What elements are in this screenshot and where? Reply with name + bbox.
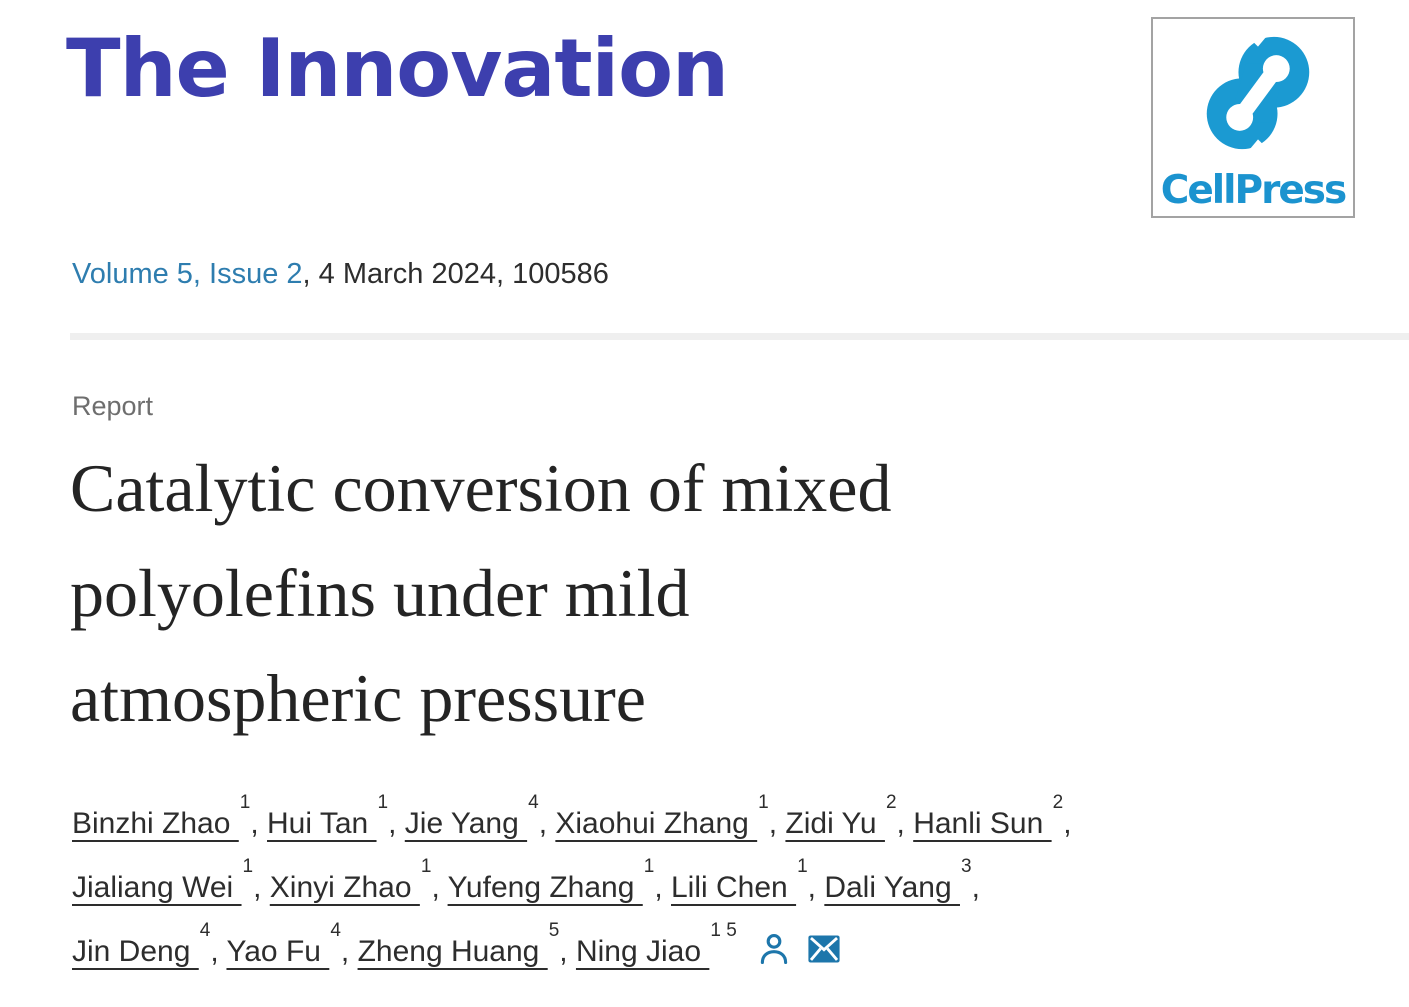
author-link[interactable]: Zidi Yu xyxy=(785,807,885,840)
author-link[interactable]: Zheng Huang xyxy=(357,935,548,968)
author: Lili Chen 1 xyxy=(671,857,808,904)
affiliation-superscript: 2 xyxy=(885,792,897,813)
affiliation-superscript: 1 xyxy=(643,856,655,877)
affiliation-superscript: 3 xyxy=(960,856,972,877)
article-title-line: polyolefins under mild xyxy=(70,555,690,631)
person-icon[interactable] xyxy=(757,931,791,967)
author-icons xyxy=(757,931,841,967)
author-list: Binzhi Zhao 1, Hui Tan 1, Jie Yang 4, Xi… xyxy=(72,792,1372,984)
affiliation-superscript: 1 xyxy=(377,792,389,813)
author-link[interactable]: Dali Yang xyxy=(824,871,960,904)
author-link[interactable]: Hui Tan xyxy=(267,807,377,840)
affiliation-superscript: 4 xyxy=(528,792,539,813)
author-line: Jin Deng 4, Yao Fu 4, Zheng Huang 5, Nin… xyxy=(72,920,1372,984)
author-link[interactable]: Yao Fu xyxy=(226,935,330,968)
author: Xiaohui Zhang 1 xyxy=(555,793,768,840)
article-title-line: Catalytic conversion of mixed xyxy=(70,450,892,526)
citation-line: Volume 5, Issue 2, 4 March 2024, 100586 xyxy=(72,258,609,291)
author: Jie Yang 4 xyxy=(404,793,539,840)
author-link[interactable]: Jin Deng xyxy=(72,935,199,968)
author: Zheng Huang 5 xyxy=(357,921,560,968)
affiliation-superscript: 1 xyxy=(239,792,251,813)
author-link[interactable]: Xinyi Zhao xyxy=(269,871,420,904)
author-link[interactable]: Xiaohui Zhang xyxy=(555,807,758,840)
author-line: Binzhi Zhao 1, Hui Tan 1, Jie Yang 4, Xi… xyxy=(72,792,1072,840)
section-divider xyxy=(70,333,1409,340)
affiliation-superscript: 1 xyxy=(420,856,432,877)
author-line: Jialiang Wei 1, Xinyi Zhao 1, Yufeng Zha… xyxy=(72,856,980,904)
article-type-label: Report xyxy=(72,391,154,421)
author: Jialiang Wei 1 xyxy=(72,857,253,904)
article-title: Catalytic conversion of mixed polyolefin… xyxy=(70,436,1270,751)
issue-link[interactable]: Volume 5, Issue 2 xyxy=(72,258,303,290)
affiliation-superscript: 4 xyxy=(199,920,211,941)
author-link[interactable]: Binzhi Zhao xyxy=(72,807,239,840)
author: Jin Deng 4 xyxy=(72,921,210,968)
author-link[interactable]: Jie Yang xyxy=(404,807,528,840)
author: Xinyi Zhao 1 xyxy=(269,857,432,904)
author: Dali Yang 3 xyxy=(824,857,971,904)
affiliation-superscript: 1 xyxy=(758,792,769,813)
citation-date-id: , 4 March 2024, 100586 xyxy=(302,258,609,290)
author: Hui Tan 1 xyxy=(267,793,388,840)
cellpress-logo-text: CellPress xyxy=(1160,168,1348,213)
author-link[interactable]: Ning Jiao xyxy=(575,935,710,968)
envelope-icon[interactable] xyxy=(807,934,841,964)
author: Yao Fu 4 xyxy=(226,921,340,968)
author-link[interactable]: Hanli Sun xyxy=(913,807,1052,840)
author: Ning Jiao 1 5 xyxy=(575,921,737,968)
affiliation-superscript: 1 xyxy=(797,856,808,877)
affiliation-superscript: 1 5 xyxy=(710,920,737,941)
author: Hanli Sun 2 xyxy=(913,793,1063,840)
cellpress-mark-icon xyxy=(1206,32,1310,154)
author-link[interactable]: Yufeng Zhang xyxy=(447,871,643,904)
article-title-line: atmospheric pressure xyxy=(70,660,646,736)
affiliation-superscript: 2 xyxy=(1052,792,1064,813)
cellpress-logo[interactable]: CellPress xyxy=(1151,17,1355,218)
affiliation-superscript: 1 xyxy=(242,856,254,877)
author: Zidi Yu 2 xyxy=(785,793,896,840)
author-link[interactable]: Jialiang Wei xyxy=(72,871,242,904)
author: Binzhi Zhao 1 xyxy=(72,793,250,840)
affiliation-superscript: 4 xyxy=(330,920,341,941)
affiliation-superscript: 5 xyxy=(548,920,560,941)
journal-title: The Innovation xyxy=(66,22,729,115)
author-link[interactable]: Lili Chen xyxy=(671,871,797,904)
author: Yufeng Zhang 1 xyxy=(447,857,655,904)
